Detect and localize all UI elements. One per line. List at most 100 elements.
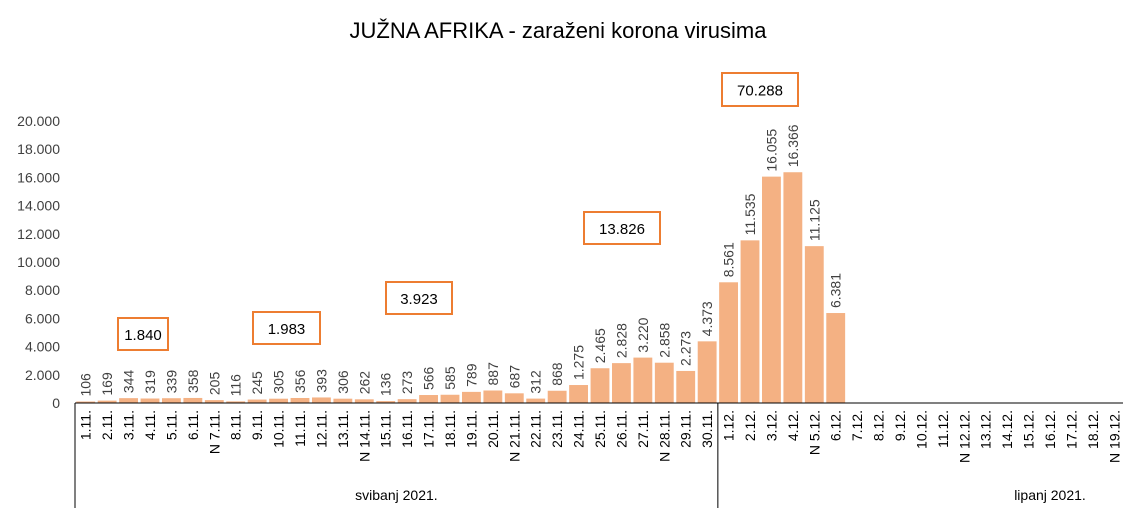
annotation-box bbox=[583, 211, 661, 245]
data-label: 273 bbox=[399, 371, 415, 395]
data-label: 106 bbox=[78, 373, 94, 397]
x-tick-label: 22.11. bbox=[528, 410, 544, 448]
y-tick-label: 18.000 bbox=[17, 141, 60, 157]
chart-title: JUŽNA AFRIKA - zaraženi korona virusima bbox=[350, 18, 768, 43]
data-label: 6.381 bbox=[828, 273, 844, 308]
annotation-box bbox=[721, 72, 799, 107]
x-tick-label: 8.11. bbox=[228, 410, 244, 440]
data-label: 319 bbox=[142, 370, 158, 394]
x-tick-label: 16.11. bbox=[399, 410, 415, 448]
annotation-box bbox=[252, 311, 321, 345]
x-tick-label: 14.12. bbox=[999, 410, 1015, 449]
data-label: 136 bbox=[378, 373, 394, 397]
bar bbox=[333, 398, 353, 403]
data-label: 262 bbox=[356, 371, 372, 395]
x-tick-label: N 19.12. bbox=[1106, 410, 1122, 463]
bar bbox=[376, 401, 396, 403]
x-tick-label: 6.11. bbox=[185, 410, 201, 440]
x-tick-label: 8.12. bbox=[871, 410, 887, 441]
data-label: 344 bbox=[121, 370, 137, 394]
data-label: 393 bbox=[313, 369, 329, 393]
group-label: lipanj 2021. bbox=[1014, 487, 1086, 503]
y-tick-label: 12.000 bbox=[17, 226, 60, 242]
data-label: 11.125 bbox=[806, 199, 822, 241]
y-tick-label: 10.000 bbox=[17, 254, 60, 270]
bar bbox=[547, 390, 567, 403]
bar bbox=[826, 313, 846, 403]
x-tick-label: 15.11. bbox=[378, 410, 394, 448]
y-tick-label: 2.000 bbox=[25, 367, 60, 383]
bar bbox=[183, 397, 203, 403]
data-label: 789 bbox=[463, 363, 479, 387]
x-tick-label: 9.12. bbox=[892, 410, 908, 441]
x-tick-label: 29.11. bbox=[678, 410, 694, 448]
bar bbox=[162, 398, 181, 403]
x-tick-label: 19.11. bbox=[463, 410, 479, 448]
data-label: 8.561 bbox=[721, 242, 737, 277]
data-label: 312 bbox=[528, 370, 544, 394]
bar bbox=[569, 385, 588, 403]
bar bbox=[590, 368, 610, 403]
bar bbox=[140, 398, 160, 403]
x-tick-label: 15.12. bbox=[1021, 410, 1037, 449]
data-label: 358 bbox=[185, 369, 201, 393]
data-label: 2.828 bbox=[613, 323, 629, 358]
bar bbox=[697, 341, 717, 403]
bar bbox=[504, 393, 524, 403]
bar bbox=[719, 282, 738, 403]
data-label: 566 bbox=[421, 366, 437, 390]
y-tick-label: 16.000 bbox=[17, 169, 60, 185]
data-label: 887 bbox=[485, 362, 501, 386]
data-label: 2.273 bbox=[678, 331, 694, 366]
bar bbox=[762, 176, 781, 403]
x-tick-label: 30.11. bbox=[699, 410, 715, 448]
x-tick-label: 12.11. bbox=[313, 410, 329, 448]
x-tick-label: 6.12. bbox=[828, 410, 844, 441]
x-tick-label: 17.11. bbox=[421, 410, 437, 448]
bar bbox=[440, 394, 460, 403]
bar bbox=[354, 399, 374, 403]
x-tick-label: N 28.11. bbox=[656, 410, 672, 462]
data-label: 356 bbox=[292, 369, 308, 393]
data-label: 11.535 bbox=[742, 193, 758, 235]
x-tick-label: N 14.11. bbox=[356, 410, 372, 462]
bar bbox=[676, 370, 696, 403]
y-tick-label: 6.000 bbox=[25, 310, 60, 326]
x-tick-label: 3.12. bbox=[763, 410, 779, 441]
data-label: 245 bbox=[249, 371, 265, 395]
data-label: 2.858 bbox=[656, 322, 672, 357]
x-tick-label: 17.12. bbox=[1063, 410, 1079, 449]
annotation-text: 1.840 bbox=[124, 327, 162, 344]
data-label: 2.465 bbox=[592, 328, 608, 363]
annotation-text: 70.288 bbox=[737, 83, 783, 100]
data-label: 306 bbox=[335, 370, 351, 394]
data-label: 868 bbox=[549, 362, 565, 386]
data-label: 305 bbox=[271, 370, 287, 394]
x-tick-label: 4.12. bbox=[785, 410, 801, 441]
x-axis: 1.11. 2.11. 3.11. 4.11. 5.11. 6.11. N 7.11. 8.1… bbox=[74, 402, 1123, 508]
bar bbox=[204, 400, 224, 403]
data-labels: 106 169 344 319 339 358 205 116 245 305 356 393 306 2… bbox=[78, 124, 844, 396]
x-tick-label: 23.11. bbox=[549, 410, 565, 448]
x-tick-label: 24.11. bbox=[571, 410, 587, 448]
annotation-box bbox=[385, 281, 453, 315]
bar bbox=[462, 391, 481, 403]
annotation-box bbox=[117, 317, 169, 351]
annotation-text: 3.923 bbox=[400, 291, 438, 308]
y-tick-label: 0 bbox=[52, 395, 60, 411]
x-tick-label: 16.12. bbox=[1042, 410, 1058, 449]
bar bbox=[119, 398, 138, 403]
bars bbox=[76, 172, 846, 403]
data-label: 116 bbox=[228, 374, 244, 397]
x-tick-label: N 7.11. bbox=[206, 410, 222, 454]
x-tick-label: N 5.12. bbox=[806, 410, 822, 455]
bar bbox=[483, 390, 503, 403]
bar bbox=[397, 399, 417, 403]
x-tick-label: 4.11. bbox=[142, 410, 158, 440]
x-tick-label: N 12.12. bbox=[956, 410, 972, 463]
bar bbox=[740, 240, 760, 403]
x-tick-label: 26.11. bbox=[613, 410, 629, 448]
x-tick-label: 5.11. bbox=[163, 410, 179, 440]
annotation-text: 13.826 bbox=[599, 221, 645, 238]
